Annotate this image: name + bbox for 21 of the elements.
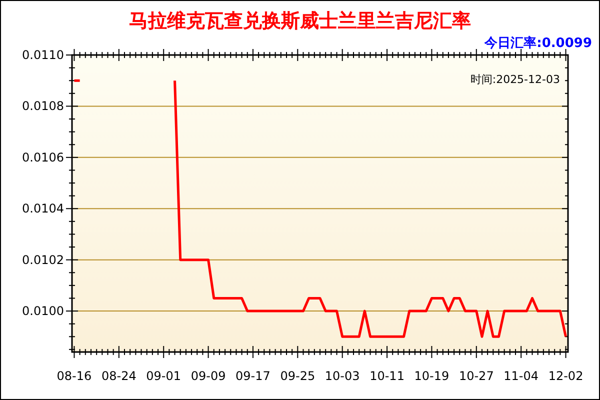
y-tick-label: 0.0110: [22, 48, 64, 62]
chart-title: 马拉维克瓦查兑换斯威士兰里兰吉尼汇率: [129, 10, 471, 32]
annotation: 时间:2025-12-03: [470, 73, 560, 86]
x-tick-label: 11-04: [504, 369, 539, 383]
x-tick-label: 08-16: [56, 369, 92, 383]
x-tick-label: 10-11: [370, 369, 404, 383]
y-tick-label: 0.0100: [22, 304, 64, 318]
y-tick-label: 0.0106: [22, 150, 64, 164]
x-tick-label: 10-19: [414, 369, 450, 383]
x-tick-label: 09-17: [236, 369, 270, 383]
text: 今日汇率:0.0099: [484, 35, 592, 51]
x-tick-label: 08-24: [101, 369, 136, 383]
y-tick-label: 0.0108: [22, 99, 64, 114]
x-tick-label: 10-03: [324, 369, 360, 383]
x-tick-label: 09-25: [280, 369, 316, 383]
x-tick-label: 10-27: [458, 369, 494, 383]
x-tick-label: 09-01: [146, 369, 182, 383]
x-tick-label: 09-09: [190, 369, 226, 383]
y-tick-label: 0.0102: [22, 252, 64, 267]
x-tick-label: 12-02: [548, 369, 584, 383]
y-tick-label: 0.0104: [22, 202, 64, 216]
